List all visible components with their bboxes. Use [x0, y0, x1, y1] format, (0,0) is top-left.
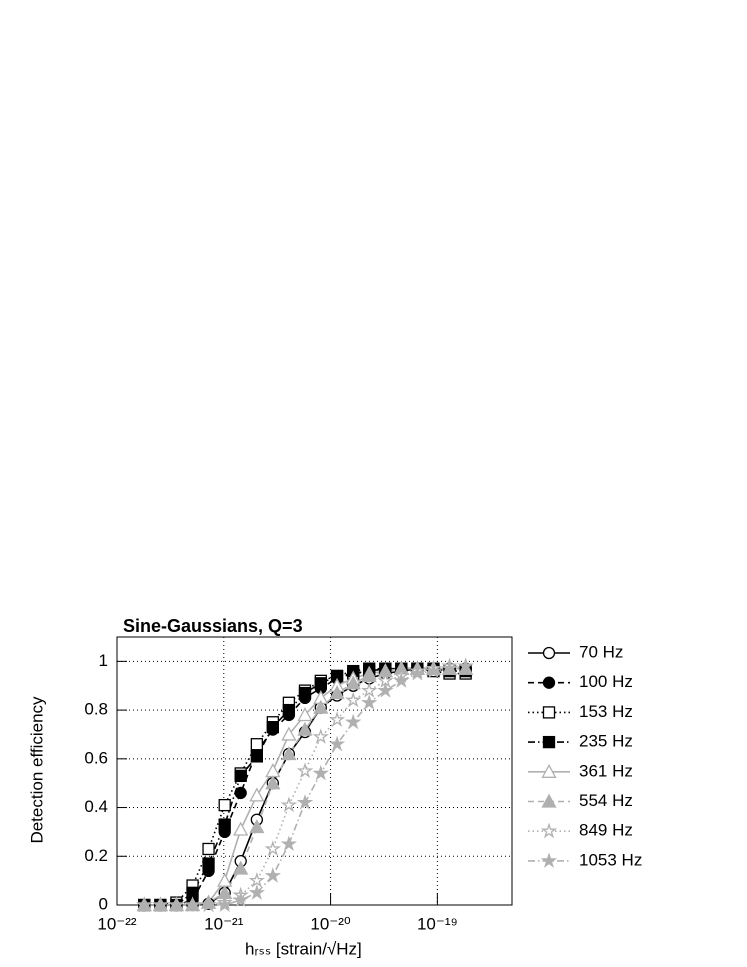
data-point: [312, 764, 329, 781]
data-point: [328, 735, 346, 752]
legend-label: 849 Hz: [579, 821, 633, 840]
y-tick-label: 0.4: [84, 797, 108, 816]
legend-label: 70 Hz: [579, 642, 623, 661]
data-point: [266, 720, 279, 734]
data-point: [282, 703, 296, 717]
plot-frame: [116, 636, 513, 906]
data-point: [314, 677, 327, 690]
data-point: [168, 896, 185, 913]
y-tick-label: 0.2: [84, 846, 108, 865]
data-point: [218, 818, 231, 831]
legend-label: 100 Hz: [579, 672, 633, 691]
y-tick-label: 1: [99, 651, 108, 670]
legend-marker: [541, 763, 557, 778]
data-point: [329, 685, 345, 700]
data-point: [248, 871, 265, 888]
data-point: [409, 664, 426, 681]
data-point: [360, 694, 378, 710]
y-axis-label: Detection efficiency: [27, 696, 46, 844]
data-point: [297, 707, 313, 722]
series-line: [144, 667, 466, 906]
data-point: [202, 842, 215, 856]
data-point: [264, 840, 282, 856]
legend-label: 1053 Hz: [579, 850, 642, 869]
data-point: [248, 884, 265, 900]
legend-label: 153 Hz: [579, 702, 633, 721]
data-point: [265, 763, 281, 778]
x-axis-label: hᵣₛₛ [strain/√Hz]: [245, 939, 362, 958]
data-point: [249, 787, 265, 802]
data-point: [152, 896, 169, 913]
data-point: [377, 681, 394, 698]
data-point: [217, 872, 233, 887]
data-point: [425, 662, 442, 679]
y-tick-label: 0: [99, 894, 108, 913]
x-tick-label: 10⁻²⁰: [310, 914, 351, 933]
legend-label: 554 Hz: [579, 791, 633, 810]
data-point: [280, 835, 298, 851]
data-point: [345, 675, 361, 690]
data-point: [264, 867, 282, 883]
data-point: [393, 672, 410, 688]
x-tick-label: 10⁻²¹: [204, 914, 244, 933]
data-point: [184, 896, 201, 913]
data-point: [216, 896, 233, 913]
series-line: [144, 667, 466, 906]
legend-marker: [542, 646, 556, 660]
legend-marker: [542, 706, 556, 719]
data-point: [344, 713, 362, 730]
data-point: [441, 660, 458, 676]
legend-marker: [542, 735, 556, 749]
legend-marker: [540, 822, 558, 839]
data-point: [361, 668, 377, 683]
data-point: [298, 686, 312, 700]
data-point: [234, 786, 247, 800]
series-line: [144, 667, 466, 906]
data-point: [233, 860, 249, 875]
data-point: [136, 896, 153, 913]
legend-marker: [540, 852, 558, 868]
data-point: [281, 746, 297, 761]
series-line: [144, 667, 466, 906]
data-point: [281, 726, 297, 741]
data-point: [280, 796, 298, 813]
x-tick-label: 10⁻¹⁹: [417, 914, 458, 933]
data-point: [296, 762, 314, 779]
legend-label: 361 Hz: [579, 761, 633, 780]
data-point: [202, 857, 215, 870]
legend-label: 235 Hz: [579, 732, 633, 751]
data-point: [250, 738, 264, 751]
data-point: [313, 699, 329, 714]
data-point: [457, 657, 474, 674]
data-point: [297, 721, 313, 736]
data-point: [312, 728, 329, 744]
legend-marker: [541, 793, 557, 808]
data-point: [361, 682, 378, 698]
data-point: [232, 891, 249, 908]
data-point: [296, 794, 314, 810]
chart-title: Sine-Gaussians, Q=3: [123, 616, 303, 636]
data-point: [234, 769, 247, 783]
data-point: [249, 819, 265, 834]
x-tick-label: 10⁻²²: [97, 914, 137, 933]
legend-marker: [542, 676, 556, 689]
data-point: [250, 750, 264, 763]
y-tick-label: 0.6: [84, 748, 108, 767]
data-point: [328, 711, 346, 727]
data-point: [200, 896, 217, 913]
data-point: [265, 775, 281, 790]
series-line: [144, 667, 466, 906]
y-tick-label: 0.8: [84, 700, 108, 719]
data-point: [344, 691, 362, 708]
data-point: [233, 821, 249, 836]
data-point: [218, 798, 231, 812]
series-line: [144, 667, 466, 906]
